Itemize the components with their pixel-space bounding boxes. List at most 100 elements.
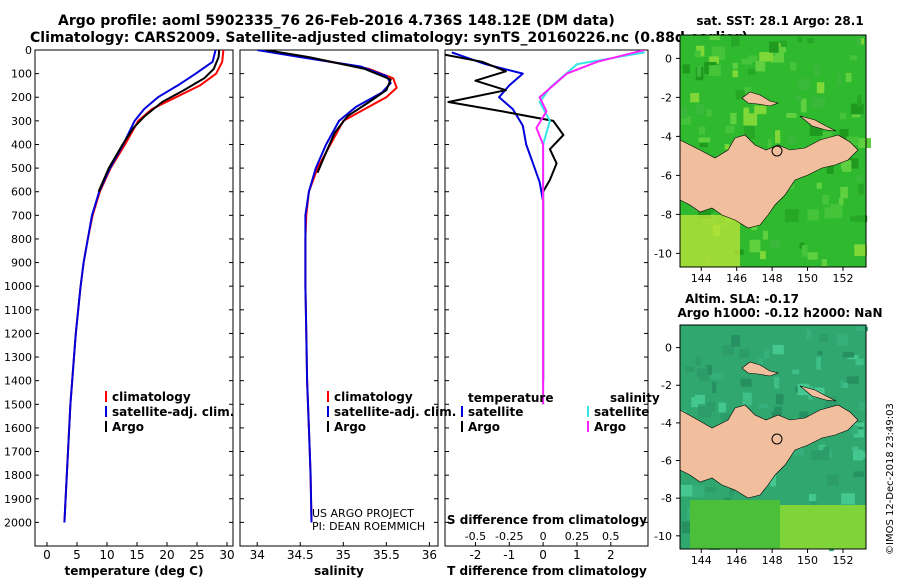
sst-map-frame bbox=[679, 34, 867, 268]
map-lon-tick-label: 148 bbox=[762, 554, 783, 567]
sla-texture bbox=[690, 500, 780, 549]
x-tick-label: 34.5 bbox=[287, 548, 314, 562]
sst-texture bbox=[771, 52, 784, 63]
sst-texture bbox=[680, 215, 740, 267]
sst-texture bbox=[826, 161, 834, 174]
x-tick-label: 2 bbox=[607, 548, 615, 562]
sla-texture bbox=[706, 364, 713, 375]
sla-texture bbox=[720, 412, 731, 421]
s-diff-tick-label: 0 bbox=[540, 530, 547, 543]
sla-texture bbox=[680, 484, 693, 497]
sla-texture bbox=[691, 485, 704, 498]
sst-texture bbox=[811, 97, 825, 108]
sst-texture bbox=[732, 70, 738, 78]
x-tick-label: 15 bbox=[129, 548, 144, 562]
sst-texture bbox=[698, 126, 706, 135]
depth-tick-label: 0 bbox=[25, 44, 32, 57]
sst-texture bbox=[824, 207, 837, 219]
sst-texture bbox=[735, 89, 745, 100]
depth-tick-label: 700 bbox=[11, 209, 32, 222]
sst-map-title: sat. SST: 28.1 Argo: 28.1 bbox=[696, 14, 863, 28]
sla-land-new-britain bbox=[741, 361, 780, 377]
sla-texture bbox=[842, 382, 848, 388]
depth-tick-label: 1100 bbox=[4, 304, 32, 317]
sla-texture bbox=[841, 493, 855, 505]
x-tick-label: 35.5 bbox=[373, 548, 400, 562]
sla-texture bbox=[774, 376, 780, 389]
map-lat-tick-label: -10 bbox=[654, 247, 672, 260]
credit-project: US ARGO PROJECT bbox=[312, 507, 414, 520]
sst-texture bbox=[800, 98, 807, 113]
sst-texture bbox=[732, 62, 738, 69]
map-lat-tick-label: -8 bbox=[661, 492, 672, 505]
sst-texture bbox=[816, 182, 822, 189]
sla-texture bbox=[853, 449, 864, 461]
map-lat-tick-label: -10 bbox=[654, 530, 672, 543]
sst-texture bbox=[858, 183, 864, 195]
map-lat-tick-label: -2 bbox=[661, 91, 672, 104]
depth-tick-label: 1200 bbox=[4, 327, 32, 340]
sla-texture bbox=[770, 473, 777, 487]
sla-texture bbox=[819, 333, 829, 342]
sst-texture bbox=[748, 55, 758, 62]
s-diff-tick-label: 0.5 bbox=[602, 530, 620, 543]
series-climatology bbox=[261, 50, 398, 523]
sst-texture bbox=[853, 215, 868, 222]
legend-label-climatology: climatology bbox=[112, 390, 191, 404]
sst-texture bbox=[840, 186, 848, 199]
salinity-legend: climatology satellite-adj. clim. Argo bbox=[327, 390, 456, 434]
sst-texture bbox=[743, 113, 758, 126]
sla-texture bbox=[808, 493, 816, 501]
sla-texture bbox=[691, 397, 699, 408]
sla-map bbox=[679, 324, 868, 552]
map-lat-tick-label: -6 bbox=[661, 455, 672, 468]
sla-map-frame bbox=[679, 324, 867, 550]
sst-texture bbox=[807, 38, 814, 44]
depth-tick-label: 400 bbox=[11, 138, 32, 151]
sst-texture bbox=[769, 41, 779, 53]
map-lat-tick-label: -4 bbox=[661, 130, 672, 143]
sla-texture bbox=[684, 366, 695, 373]
sla-texture bbox=[817, 350, 823, 356]
series-t-argo bbox=[445, 53, 565, 381]
sst-texture bbox=[708, 65, 722, 76]
sla-texture bbox=[855, 326, 868, 332]
sla-texture bbox=[850, 425, 859, 435]
sst-texture bbox=[801, 245, 808, 257]
sla-texture bbox=[710, 372, 724, 380]
depth-tick-label: 1300 bbox=[4, 351, 32, 364]
sla-texture bbox=[853, 429, 864, 438]
sla-texture bbox=[806, 329, 812, 340]
s-difference-xlabel: S difference from climatology bbox=[447, 513, 647, 527]
sst-texture bbox=[837, 72, 842, 86]
sst-texture bbox=[699, 143, 708, 148]
sla-texture bbox=[722, 344, 734, 356]
sst-texture bbox=[809, 124, 823, 136]
sla-texture bbox=[698, 406, 712, 418]
map-lat-tick-label: 0 bbox=[665, 342, 672, 355]
map-lon-tick-label: 152 bbox=[832, 554, 853, 567]
series-satellite-adj-clim- bbox=[63, 50, 217, 523]
sst-texture bbox=[816, 82, 825, 94]
depth-tick-label: 500 bbox=[11, 162, 32, 175]
sst-texture bbox=[698, 137, 711, 143]
sst-land-new-guinea bbox=[679, 134, 859, 229]
sla-texture bbox=[851, 446, 859, 452]
x-tick-label: 30 bbox=[219, 548, 234, 562]
sst-texture bbox=[775, 130, 781, 144]
sst-texture bbox=[695, 103, 705, 115]
sla-land-new-guinea bbox=[679, 404, 859, 499]
sla-texture bbox=[696, 368, 708, 377]
depth-tick-label: 1400 bbox=[4, 375, 32, 388]
sla-texture bbox=[772, 344, 784, 355]
sst-texture bbox=[680, 106, 688, 119]
series-argo bbox=[97, 50, 221, 193]
sla-texture bbox=[839, 380, 845, 389]
x-tick-label: 36 bbox=[422, 548, 437, 562]
sla-texture bbox=[823, 447, 830, 461]
imos-footer: ©IMOS 12-Dec-2018 23:49:03 bbox=[885, 403, 896, 555]
sst-texture bbox=[754, 105, 767, 115]
sla-texture bbox=[797, 383, 810, 396]
sst-texture bbox=[696, 65, 702, 77]
